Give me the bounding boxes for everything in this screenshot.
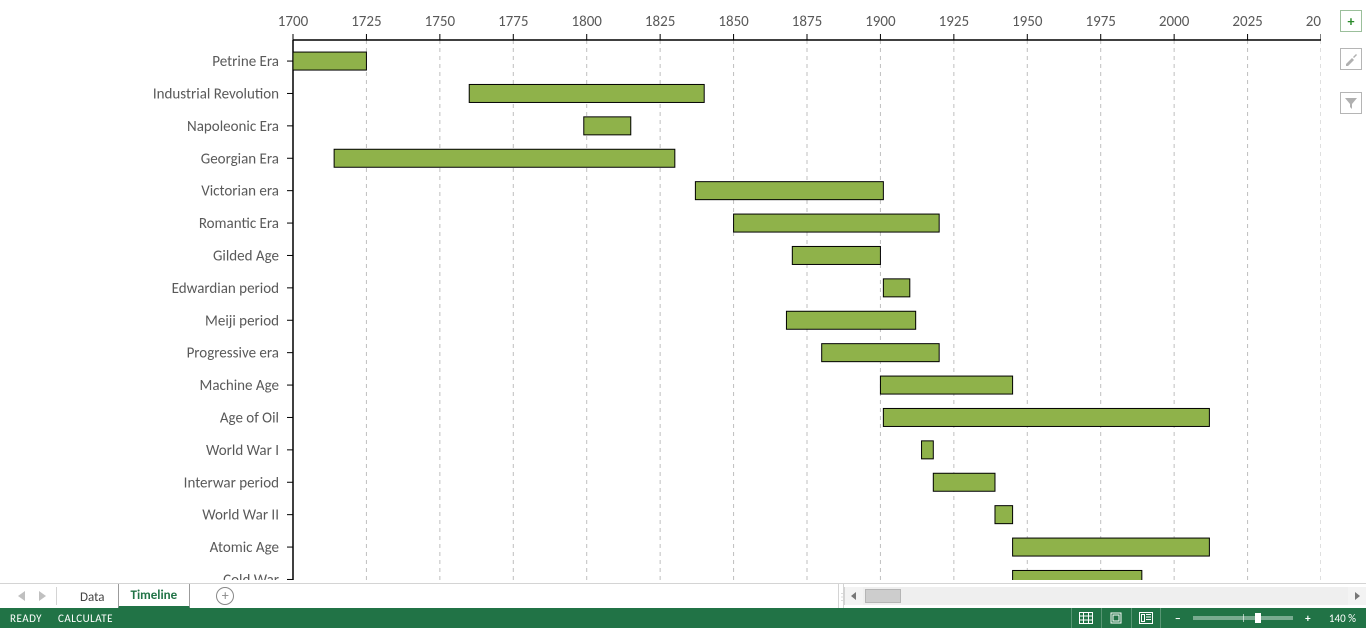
category-label: Industrial Revolution [153,85,279,103]
timeline-bar[interactable] [1013,538,1210,556]
timeline-bar[interactable] [933,473,995,491]
svg-text:1750: 1750 [425,13,456,31]
svg-text:1850: 1850 [718,13,749,31]
timeline-bar[interactable] [695,182,883,200]
svg-text:1800: 1800 [572,13,603,31]
category-label: Interwar period [184,474,279,492]
sheet-nav [0,584,56,608]
timeline-bar[interactable] [334,149,675,167]
category-label: Cold War [223,571,279,580]
timeline-bar[interactable] [822,344,939,362]
svg-text:1700: 1700 [278,13,309,31]
horizontal-scrollbar[interactable] [844,587,1366,605]
svg-text:1950: 1950 [1012,13,1043,31]
status-ready: READY [10,612,42,625]
sheet-nav-prev[interactable] [18,591,25,601]
view-page-break-button[interactable] [1131,608,1161,628]
zoom-out-button[interactable]: − [1171,612,1185,625]
svg-text:1875: 1875 [792,13,822,31]
chart-area: 1700 1725 1750 1775 1800 1825 1850 1875 1900 1925… [21,0,1321,580]
sheet-tab-timeline[interactable]: Timeline [118,584,191,609]
zoom-control: − + 140 % [1171,612,1356,625]
timeline-gantt-chart[interactable]: 1700 1725 1750 1775 1800 1825 1850 1875 1900 1925… [21,0,1321,580]
timeline-bar[interactable] [584,117,631,135]
hscroll-track[interactable] [863,587,1348,605]
svg-text:1825: 1825 [645,13,675,31]
timeline-bar[interactable] [734,214,940,232]
zoom-slider-track[interactable] [1193,616,1293,620]
category-label: Romantic Era [199,215,279,233]
timeline-bar[interactable] [786,311,915,329]
svg-text:1900: 1900 [865,13,896,31]
view-switcher [1071,608,1161,628]
category-label: Progressive era [187,345,279,363]
hscroll-right-arrow[interactable] [1348,587,1366,605]
view-page-layout-button[interactable] [1101,608,1131,628]
category-label: Petrine Era [212,53,279,71]
timeline-bar[interactable] [880,376,1012,394]
timeline-bar[interactable] [1013,570,1142,580]
timeline-bar[interactable] [922,441,934,459]
hscroll-thumb[interactable] [865,589,901,603]
svg-text:1925: 1925 [939,13,969,31]
sheet-nav-next[interactable] [39,591,46,601]
sheet-tabs: DataTimeline [57,584,190,608]
new-sheet-button[interactable]: + [216,587,234,605]
zoom-level-label[interactable]: 140 % [1329,612,1356,625]
category-label: Meiji period [205,312,279,330]
svg-text:2025: 2025 [1232,13,1262,31]
chart-filter-button[interactable] [1340,92,1362,114]
svg-text:1775: 1775 [498,13,528,31]
timeline-bar[interactable] [883,408,1209,426]
category-label: Age of Oil [220,409,279,427]
timeline-bar[interactable] [883,279,909,297]
sheet-tab-data[interactable]: Data [67,586,118,609]
category-label: World War II [202,507,279,525]
zoom-in-button[interactable]: + [1301,612,1315,625]
category-label: Edwardian period [172,280,279,298]
category-label: Gilded Age [213,247,279,265]
status-bar: READY CALCULATE − + 140 % [0,608,1366,628]
status-calculate[interactable]: CALCULATE [58,612,113,625]
timeline-bar[interactable] [469,84,704,102]
hscroll-left-arrow[interactable] [845,587,863,605]
view-normal-button[interactable] [1071,608,1101,628]
svg-text:1725: 1725 [351,13,381,31]
category-label: Napoleonic Era [187,118,279,136]
category-label: Georgian Era [201,150,279,168]
svg-text:2050: 2050 [1306,13,1321,31]
timeline-bar[interactable] [792,246,880,264]
chart-element-add-button[interactable]: + [1340,10,1362,32]
zoom-slider-thumb[interactable] [1255,613,1261,623]
timeline-bar[interactable] [293,52,366,70]
svg-text:1975: 1975 [1086,13,1116,31]
category-label: Victorian era [201,183,279,201]
category-label: Machine Age [200,377,280,395]
svg-text:2000: 2000 [1159,13,1190,31]
sheet-tab-strip: DataTimeline + ⋮ [0,583,1366,608]
category-label: Atomic Age [210,539,279,557]
chart-styles-button[interactable] [1340,48,1362,70]
timeline-bar[interactable] [995,506,1013,524]
category-label: World War I [206,442,279,460]
